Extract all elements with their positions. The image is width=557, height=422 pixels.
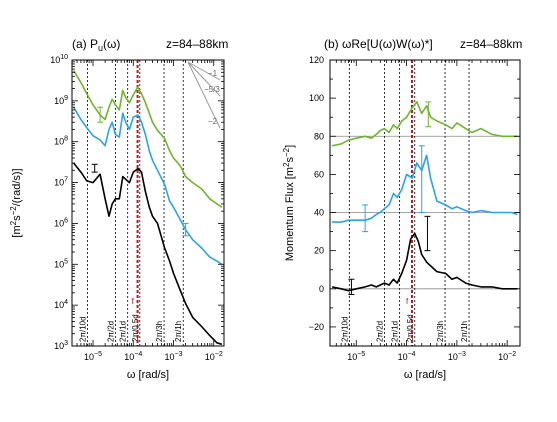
- y-tick-label: 103: [54, 340, 68, 351]
- slope-label: −1: [208, 69, 218, 78]
- x-tick-label: 10−2: [205, 351, 223, 362]
- x-tick-label: 10−2: [498, 351, 516, 362]
- slope-reference-lines: −1 −5/3 −2: [187, 61, 221, 129]
- y-tick-label: 105: [54, 258, 68, 269]
- period-line-label: 2π/1h: [174, 321, 183, 342]
- flux-series: [331, 101, 518, 292]
- axes: 10−5 10−4 10−3 10−2 −20 0 20 40 60 80 100 120: [309, 55, 520, 362]
- black-series-line: [331, 232, 518, 292]
- x-tick-label: 10−5: [84, 351, 102, 362]
- y-tick-label: 0: [319, 284, 324, 294]
- y-tick-label: 1010: [50, 54, 68, 65]
- period-line-label: 2π/1d: [119, 321, 128, 342]
- period-line-label: 2π/3h: [436, 321, 445, 342]
- error-bars: [91, 106, 189, 237]
- plot-frame: [71, 59, 225, 347]
- green-series-line: [331, 101, 518, 147]
- x-tick-label: 10−5: [347, 351, 365, 362]
- y-tick-label: 108: [54, 136, 68, 147]
- blue-series-line: [73, 106, 223, 265]
- x-tick-label: 10−4: [124, 351, 142, 362]
- period-lines: 2π/10d 2π/2d 2π/1d 2π/0.5d 2π/3h 2π/1h f: [340, 60, 470, 346]
- green-series-line: [73, 70, 223, 208]
- inertial-frequency-label: f: [132, 297, 135, 306]
- period-line-label: 2π/3h: [155, 321, 164, 342]
- panel-a-altitude: z=84–88km: [166, 37, 228, 51]
- slope-label: −2: [208, 117, 218, 126]
- slope-line: [187, 61, 221, 81]
- slope-label: −5/3: [204, 85, 220, 94]
- y-tick-label: −20: [309, 322, 324, 332]
- period-line-label: 2π/0.5d: [406, 314, 415, 342]
- x-tick-label: 10−3: [448, 351, 466, 362]
- y-tick-label: 80: [314, 131, 324, 141]
- panel-a-title: (a) Pu(ω): [72, 37, 120, 53]
- period-line-label: 2π/10d: [340, 316, 349, 342]
- slope-line: [187, 61, 221, 97]
- period-line-label: 2π/2d: [376, 321, 385, 342]
- blue-series-line: [332, 154, 518, 223]
- y-tick-label: 106: [54, 217, 68, 228]
- period-line-label: 2π/2d: [107, 321, 116, 342]
- axes: 10−5 10−4 10−3 10−2 103 104 105 106 107 108 109 101…: [50, 54, 224, 362]
- y-tick-label: 40: [314, 208, 324, 218]
- inertial-frequency-label: f: [406, 297, 409, 306]
- y-tick-label: 104: [54, 299, 68, 310]
- x-tick-label: 10−3: [164, 351, 182, 362]
- y-axis-label: [m2s−2/(rad/s)]: [9, 168, 23, 237]
- error-bars: [348, 101, 432, 296]
- x-axis-label: ω [rad/s]: [404, 369, 446, 381]
- period-line-label: 2π/0.5d: [131, 314, 140, 342]
- y-tick-label: 100: [309, 93, 324, 103]
- period-line-label: 2π/1d: [391, 321, 400, 342]
- y-tick-label: 60: [314, 169, 324, 179]
- spectra-series: [73, 70, 223, 346]
- y-axis-label: Momentum Flux [m2s−2]: [282, 145, 296, 261]
- panel-b-momentum-flux: (b) ωRe[U(ω)W(ω)*] z=84–88km 2π/10d 2π/2d…: [282, 37, 522, 381]
- period-line-label: 2π/10d: [78, 316, 87, 342]
- plot-frame: [329, 59, 521, 347]
- panel-a-power-spectrum: (a) Pu(ω) z=84–88km 2π/10d 2π/2d 2π/1d 2π/0…: [9, 37, 228, 381]
- y-tick-label: 107: [54, 177, 68, 188]
- y-tick-label: 120: [309, 55, 324, 65]
- y-tick-label: 20: [314, 246, 324, 256]
- x-tick-label: 10−4: [398, 351, 416, 362]
- period-lines: 2π/10d 2π/2d 2π/1d 2π/0.5d 2π/3h 2π/1h f: [78, 60, 184, 346]
- black-series-line: [73, 162, 223, 346]
- period-line-label: 2π/1h: [460, 321, 469, 342]
- x-axis-label: ω [rad/s]: [127, 369, 169, 381]
- y-tick-label: 109: [54, 95, 68, 106]
- panel-b-altitude: z=84–88km: [460, 37, 522, 51]
- slope-line: [187, 61, 221, 129]
- panel-b-title: (b) ωRe[U(ω)W(ω)*]: [324, 37, 433, 51]
